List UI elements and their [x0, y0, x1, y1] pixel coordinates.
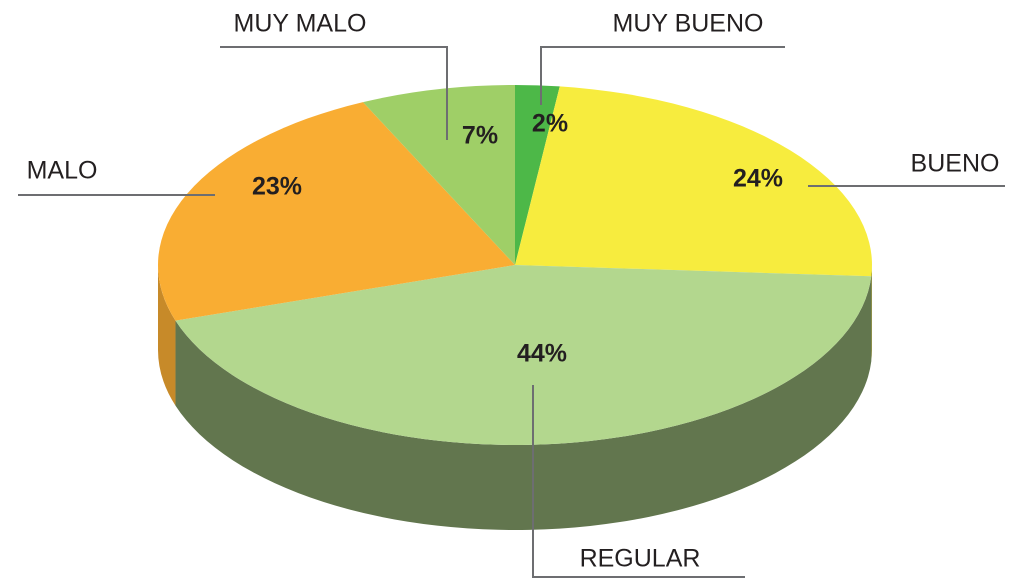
slice-side — [175, 276, 872, 530]
category-label: MUY BUENO — [613, 10, 764, 38]
category-label: MALO — [27, 157, 98, 185]
value-label: 23% — [252, 173, 302, 201]
value-label: 2% — [532, 110, 568, 138]
leader-line — [532, 385, 745, 578]
value-label: 7% — [462, 122, 498, 150]
slice — [158, 102, 515, 321]
category-label: BUENO — [911, 150, 1000, 178]
slice — [515, 86, 872, 277]
leader-line — [540, 46, 785, 105]
value-label: 44% — [517, 340, 567, 368]
slice-side — [871, 265, 872, 362]
slice — [175, 265, 872, 445]
value-label: 24% — [733, 165, 783, 193]
slice — [515, 85, 560, 265]
slice-side — [158, 265, 176, 406]
leader-line — [220, 46, 448, 140]
category-label: MUY MALO — [234, 10, 367, 38]
category-label: REGULAR — [580, 545, 701, 573]
slice — [362, 85, 515, 265]
